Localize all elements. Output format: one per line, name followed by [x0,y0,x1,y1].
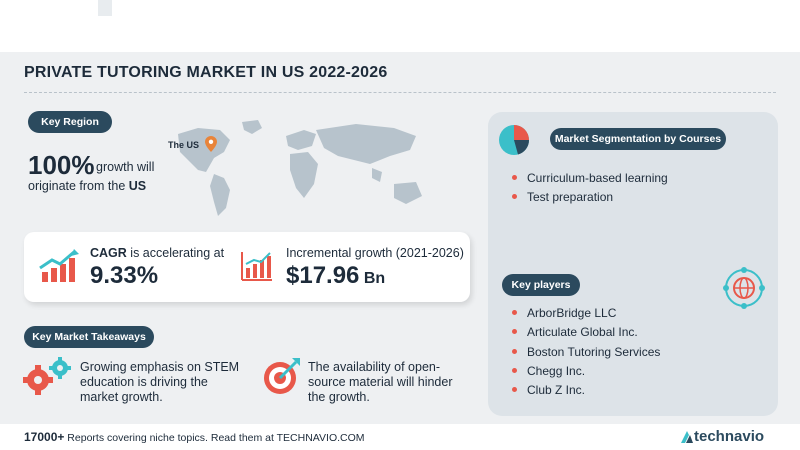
cagr-card [24,232,470,302]
driver-line: Growing emphasis on STEM [80,360,240,374]
location-pin-icon [205,136,217,152]
growth-text-region: US [128,179,147,193]
challenge-line: the growth. [308,390,370,404]
bullet-icon [512,349,517,355]
cagr-label-rest: is accelerating at [126,246,225,260]
brand-name: technavio [694,428,765,445]
challenge-line: The availability of open- [308,360,441,374]
world-map-icon [178,120,422,216]
player-label: Club Z Inc. [527,383,586,397]
cagr-label: CAGR is accelerating at [90,246,224,260]
player-item: Boston Tutoring Services [512,345,660,359]
top-bar [0,0,800,52]
incremental-value: $17.96 Bn [286,262,385,290]
player-item: Club Z Inc. [512,383,585,397]
player-item: Chegg Inc. [512,364,585,378]
target-icon [264,358,300,394]
growth-text-line2: originate from the US [28,179,146,193]
growth-text-line1: growth will [96,160,155,174]
bullet-icon [512,310,517,316]
cagr-value: 9.33% [90,262,159,289]
footer-message: Reports covering niche topics. Read them… [64,432,365,444]
driver-text: Growing emphasis on STEM education is dr… [80,360,239,405]
challenge-text: The availability of open- source materia… [308,360,453,405]
segment-item: Test preparation [512,190,613,204]
incremental-growth-icon [241,252,272,281]
challenge-line: source material will hinder [308,375,453,389]
player-item: ArborBridge LLC [512,306,616,320]
player-label: Boston Tutoring Services [527,345,661,359]
globe-network-icon [723,267,765,309]
segment-label: Test preparation [527,190,614,204]
map-region-label: The US [168,140,200,150]
gears-icon [23,357,71,395]
segmentation-badge: Market Segmentation by Courses [550,128,726,150]
segment-label: Curriculum-based learning [527,171,668,185]
incremental-label: Incremental growth (2021-2026) [286,246,464,260]
bullet-icon [512,175,517,181]
bullet-icon [512,194,517,200]
growth-chart-icon [39,249,79,282]
bullet-icon [512,368,517,374]
title-divider [24,92,776,93]
cagr-label-bold: CAGR [90,246,127,260]
segmentation-panel [488,112,778,416]
page-title: PRIVATE TUTORING MARKET IN US 2022-2026 [24,64,388,81]
takeaways-badge: Key Market Takeaways [24,326,154,348]
player-label: Chegg Inc. [527,364,586,378]
growth-text-prefix: originate from the [28,179,129,193]
footer-count: 17000+ [24,430,65,444]
driver-line: market growth. [80,390,163,404]
bullet-icon [512,387,517,393]
footer-bar [0,424,800,450]
driver-line: education is driving the [80,375,208,389]
top-decoration [98,0,112,16]
incremental-unit: Bn [359,270,386,287]
incremental-amount: $17.96 [286,262,360,289]
segment-item: Curriculum-based learning [512,171,668,185]
pie-chart-icon [499,125,530,155]
player-item: Articulate Global Inc. [512,325,638,339]
technavio-logo-icon [681,431,693,443]
bullet-icon [512,329,517,335]
player-label: Articulate Global Inc. [527,325,638,339]
key-region-badge: Key Region [28,111,112,133]
growth-percent: 100% [28,150,95,180]
footer-text: 17000+ Reports covering niche topics. Re… [24,430,365,444]
key-players-badge: Key players [502,274,580,296]
player-label: ArborBridge LLC [527,306,617,320]
